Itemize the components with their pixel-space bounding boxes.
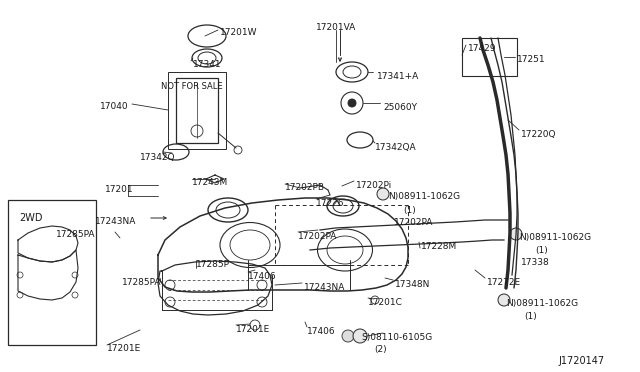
Text: 17429: 17429 [468,44,497,53]
Text: N)08911-1062G: N)08911-1062G [506,299,578,308]
Text: 17228M: 17228M [421,242,457,251]
Text: 17342Q: 17342Q [140,153,175,162]
Text: (1): (1) [524,312,537,321]
Text: NOT FOR SALE: NOT FOR SALE [161,82,223,91]
Text: 17285PA: 17285PA [56,230,95,239]
Text: 17201W: 17201W [220,28,257,37]
Text: 17243NA: 17243NA [95,217,136,226]
Circle shape [342,330,354,342]
Bar [168,72,226,149]
Text: 17285PA: 17285PA [122,278,161,287]
Text: 17341: 17341 [193,60,221,69]
Text: 2WD: 2WD [19,213,42,223]
Text: 17202PB: 17202PB [285,183,325,192]
Circle shape [377,188,389,200]
Text: 17406: 17406 [307,327,335,336]
Text: 17338: 17338 [521,258,550,267]
Text: N)08911-1062G: N)08911-1062G [519,233,591,242]
Text: 17243M: 17243M [192,178,228,187]
Bar [462,38,517,76]
Text: J1720147: J1720147 [558,356,604,366]
Text: 17285P: 17285P [196,260,230,269]
Text: 17201C: 17201C [368,298,403,307]
Text: 17272E: 17272E [487,278,521,287]
Circle shape [498,294,510,306]
Bar [8,200,96,345]
Text: 17201VA: 17201VA [316,23,356,32]
Text: (1): (1) [403,206,416,215]
Text: 17201E: 17201E [107,344,141,353]
Circle shape [348,99,356,107]
Circle shape [353,329,367,343]
Text: 17220Q: 17220Q [521,130,557,139]
Text: 17341+A: 17341+A [377,72,419,81]
Text: 17201E: 17201E [236,325,270,334]
Text: 17202PA: 17202PA [298,232,337,241]
Bar [176,78,218,143]
Text: 17040: 17040 [100,102,129,111]
Text: 17243NA: 17243NA [304,283,346,292]
Text: 17342QA: 17342QA [375,143,417,152]
Text: S)08110-6105G: S)08110-6105G [361,333,432,342]
Text: 17202Pi: 17202Pi [356,181,392,190]
Text: 17201: 17201 [105,185,134,194]
Text: N)08911-1062G: N)08911-1062G [388,192,460,201]
Text: 17348N: 17348N [395,280,430,289]
Text: 17251: 17251 [517,55,546,64]
Text: 17406: 17406 [248,272,276,281]
Text: 25060Y: 25060Y [383,103,417,112]
Text: 17202PA: 17202PA [394,218,433,227]
Text: (2): (2) [374,345,387,354]
Circle shape [510,228,522,240]
Text: 17226: 17226 [316,199,344,208]
Text: (1): (1) [535,246,548,255]
